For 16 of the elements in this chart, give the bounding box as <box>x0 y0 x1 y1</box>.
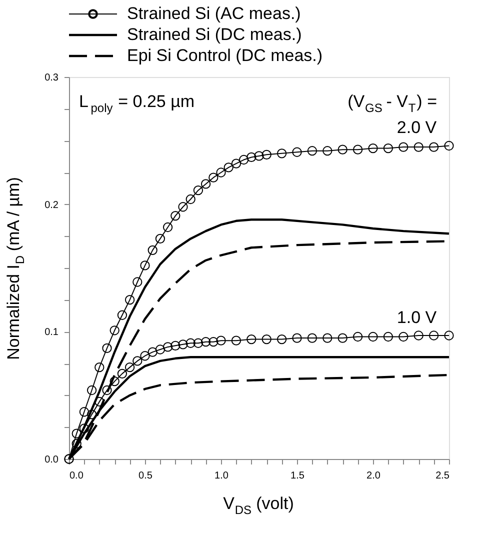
y-tick-label: 0.2 <box>44 200 59 211</box>
legend-label: Strained Si (AC meas.) <box>127 4 301 23</box>
x-tick-label: 2.5 <box>436 470 450 482</box>
x-tick-label: 1.0 <box>214 470 229 482</box>
y-tick-label: 0.1 <box>44 327 59 338</box>
annotation: 1.0 V <box>396 308 438 327</box>
annotation: 2.0 V <box>396 118 438 137</box>
y-tick-label: 0.3 <box>44 72 59 84</box>
x-tick-label: 0.0 <box>70 470 84 482</box>
legend-label: Epi Si Control (DC meas.) <box>127 46 323 65</box>
x-tick-label: 2.0 <box>366 470 381 482</box>
y-axis-title: Normalized ID (mA / µm) <box>4 177 27 360</box>
x-tick-label: 0.5 <box>138 470 153 482</box>
x-tick-label: 1.5 <box>290 470 305 482</box>
y-tick-label: 0.0 <box>44 454 59 466</box>
legend-label: Strained Si (DC meas.) <box>127 25 302 44</box>
